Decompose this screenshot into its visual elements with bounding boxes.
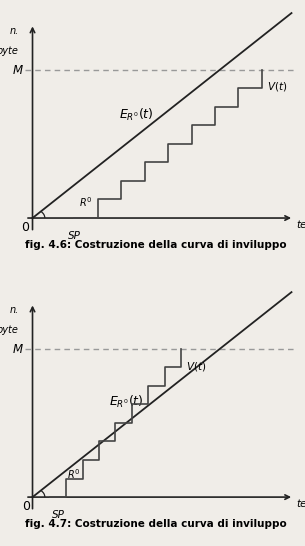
Text: $V(t)$: $V(t)$ [267, 80, 287, 93]
Text: $V(t)$: $V(t)$ [186, 360, 206, 372]
Text: SP: SP [52, 510, 65, 520]
Text: fig. 4.6: Costruzione della curva di inviluppo: fig. 4.6: Costruzione della curva di inv… [25, 240, 287, 250]
Text: 0: 0 [21, 221, 29, 234]
Text: M: M [13, 343, 23, 356]
Text: n.: n. [10, 305, 19, 315]
Text: fig. 4.7: Costruzione della curva di inviluppo: fig. 4.7: Costruzione della curva di inv… [25, 519, 287, 529]
Text: n.: n. [10, 26, 19, 36]
Text: SP: SP [68, 230, 81, 241]
Text: M: M [13, 64, 23, 77]
Text: $R^0$: $R^0$ [79, 195, 93, 209]
Text: 0: 0 [22, 500, 30, 513]
Text: $E_{R^0}(t)$: $E_{R^0}(t)$ [109, 394, 144, 410]
Text: $R^0$: $R^0$ [67, 467, 81, 481]
Text: byte: byte [0, 46, 19, 56]
Text: tempo: tempo [296, 499, 305, 509]
Text: $E_{R^0}(t)$: $E_{R^0}(t)$ [119, 108, 153, 123]
Text: tempo: tempo [296, 220, 305, 230]
Text: byte: byte [0, 325, 19, 335]
